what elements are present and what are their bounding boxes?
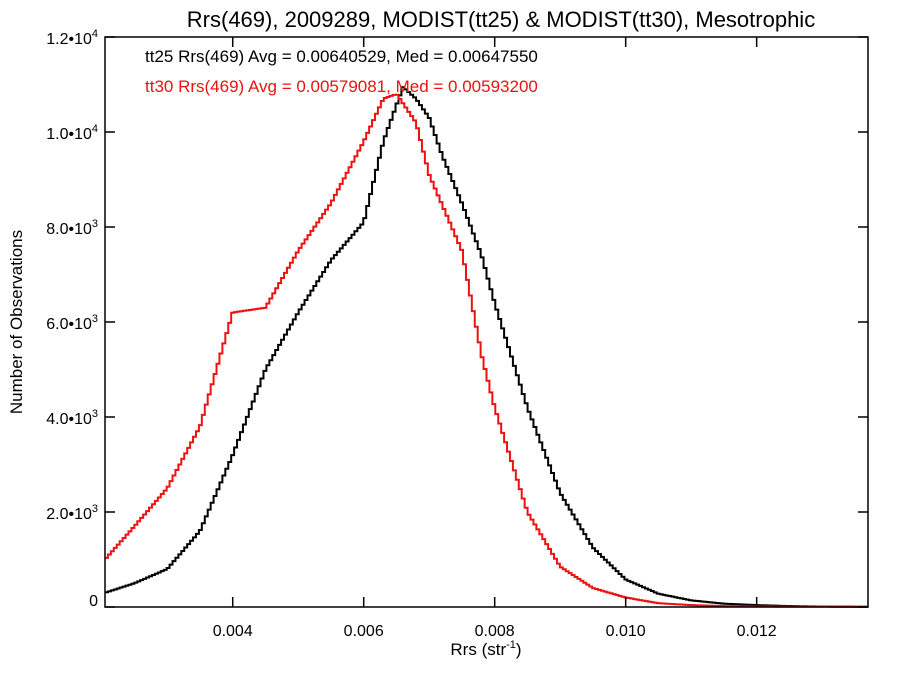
- chart-title: Rrs(469), 2009289, MODIST(tt25) & MODIST…: [187, 7, 815, 32]
- y-tick-label-0: 0: [89, 593, 98, 610]
- x-axis-label-exponent: -1: [506, 639, 516, 651]
- y-tick-label-1: 2.0•103: [46, 503, 98, 523]
- annotation-tt30: tt30 Rrs(469) Avg = 0.00579081, Med = 0.…: [145, 77, 538, 96]
- x-axis-label: Rrs (str-1): [450, 639, 521, 659]
- x-tick-label-2: 0.008: [475, 623, 515, 640]
- y-tick-label-2: 4.0•103: [46, 408, 98, 428]
- x-axis-label-text: Rrs (str: [450, 640, 506, 659]
- x-axis-label-close: ): [516, 640, 522, 659]
- y-tick-label-5: 1.0•104: [46, 123, 98, 143]
- y-tick-label-3: 6.0•103: [46, 313, 98, 333]
- y-tick-label-4: 8.0•103: [46, 218, 98, 238]
- x-tick-label-0: 0.004: [213, 623, 253, 640]
- histogram-series-1: [105, 93, 868, 608]
- y-axis-ticks: 0 2.0•103 4.0•103 6.0•103 8.0•103 1.0•104 1.2•…: [46, 28, 868, 610]
- y-tick-label-6: 1.2•104: [46, 28, 98, 48]
- series-layer: [105, 86, 868, 608]
- x-axis-ticks: 0.004 0.006 0.008 0.010 0.012: [213, 37, 777, 640]
- x-tick-label-4: 0.012: [737, 623, 777, 640]
- y-axis-label: Number of Observations: [7, 230, 26, 414]
- x-tick-label-3: 0.010: [606, 623, 646, 640]
- x-tick-label-1: 0.006: [344, 623, 384, 640]
- annotation-tt25: tt25 Rrs(469) Avg = 0.00640529, Med = 0.…: [145, 47, 538, 66]
- histogram-series-0: [105, 86, 868, 608]
